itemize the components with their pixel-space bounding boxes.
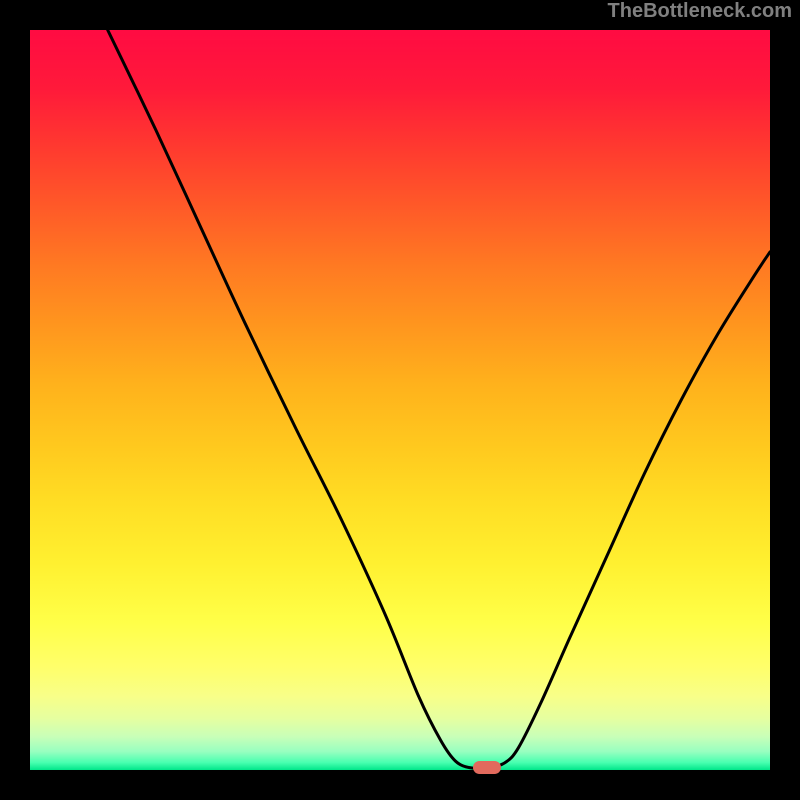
- plot-area: [30, 30, 770, 770]
- watermark-text: TheBottleneck.com: [608, 0, 792, 23]
- optimal-point-marker: [473, 761, 501, 774]
- bottleneck-curve: [30, 30, 770, 770]
